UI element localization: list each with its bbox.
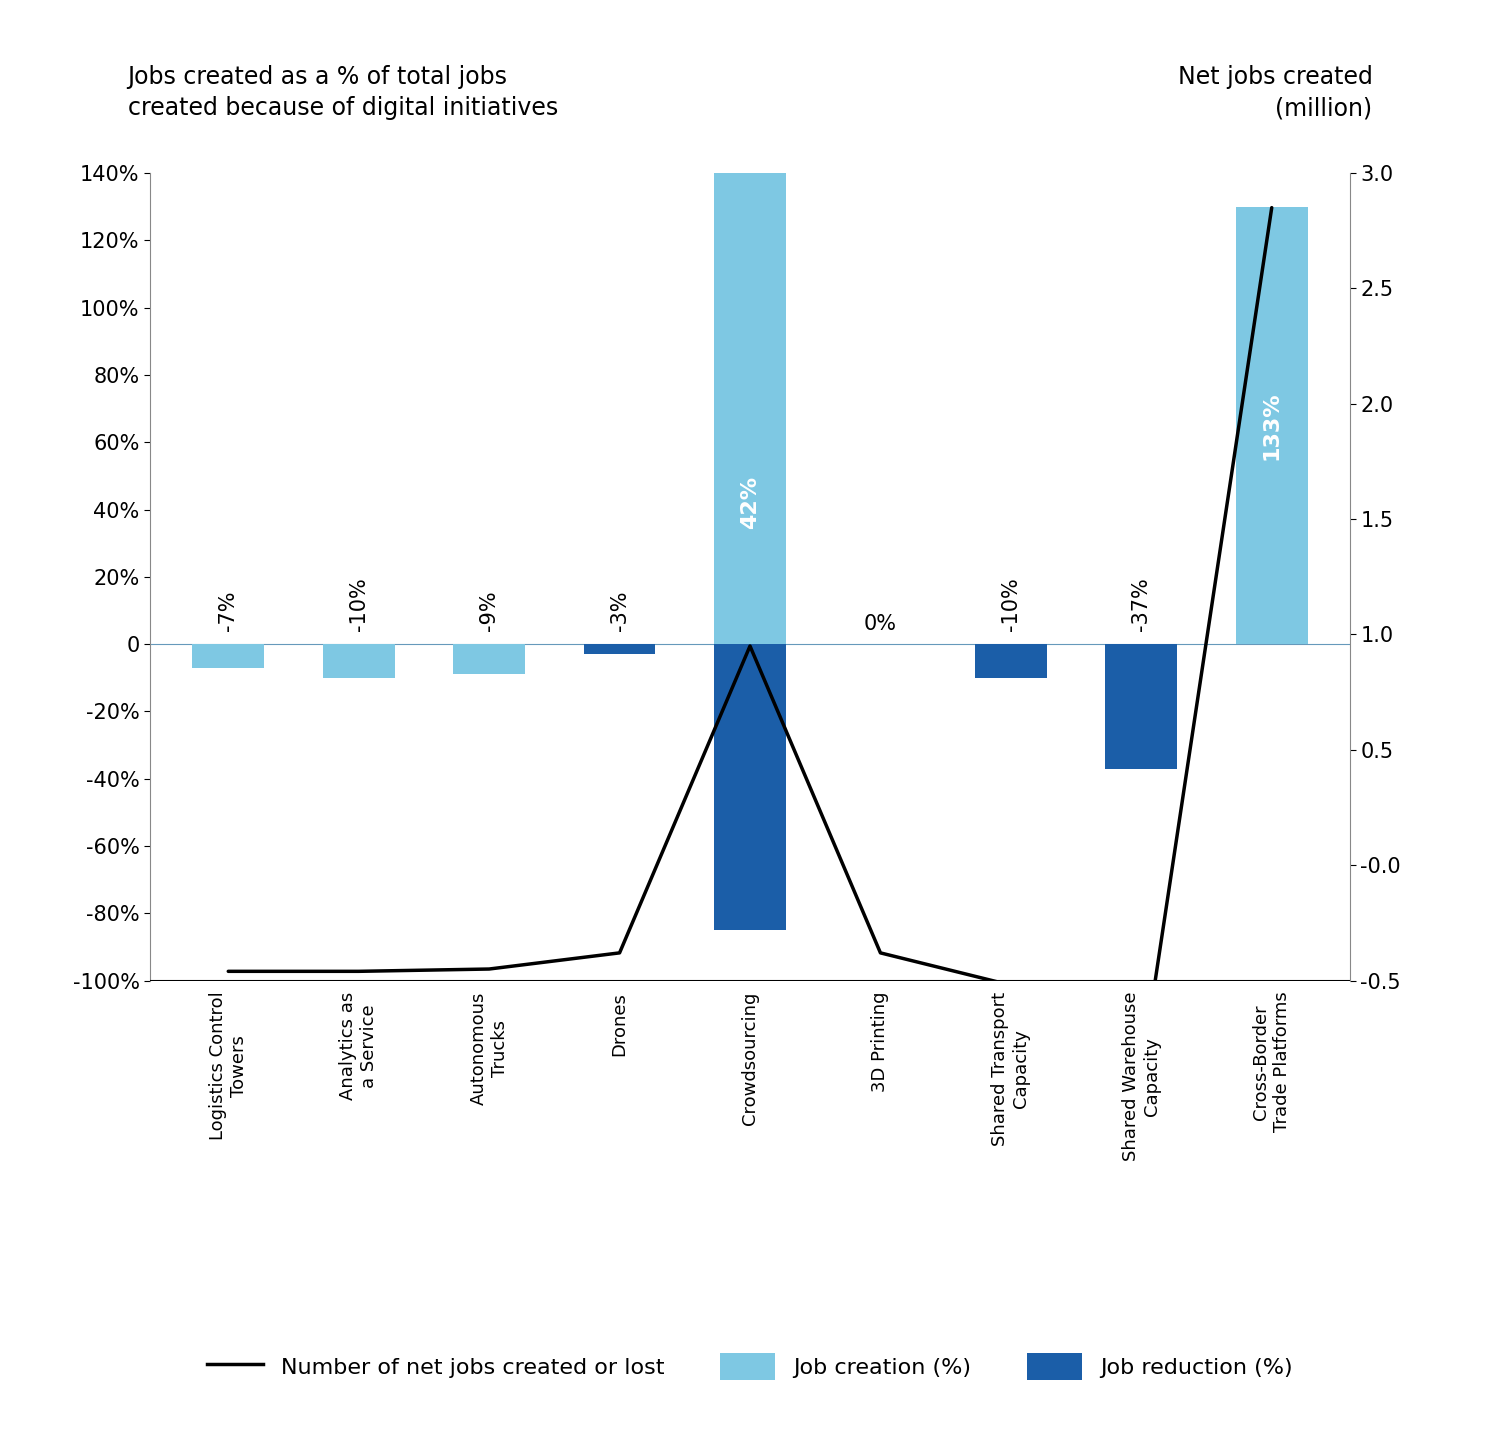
Text: Jobs created as a % of total jobs
created because of digital initiatives: Jobs created as a % of total jobs create… xyxy=(128,65,558,121)
Bar xyxy=(975,645,1047,655)
Bar xyxy=(975,645,1047,678)
Text: -37%: -37% xyxy=(1131,577,1152,630)
Bar xyxy=(1106,645,1178,769)
Bar xyxy=(584,645,656,655)
Bar xyxy=(192,645,264,668)
Text: 133%: 133% xyxy=(1262,391,1281,460)
Text: -9%: -9% xyxy=(478,590,500,630)
Text: -7%: -7% xyxy=(219,590,239,630)
Legend: Number of net jobs created or lost, Job creation (%), Job reduction (%): Number of net jobs created or lost, Job … xyxy=(198,1344,1302,1389)
Text: -10%: -10% xyxy=(348,577,369,630)
Bar xyxy=(714,173,786,645)
Bar xyxy=(453,645,525,675)
Text: 42%: 42% xyxy=(740,476,760,529)
Text: 0%: 0% xyxy=(864,614,897,634)
Bar xyxy=(1236,206,1308,645)
Bar xyxy=(322,645,394,678)
Text: -3%: -3% xyxy=(609,590,630,630)
Text: Net jobs created
(million): Net jobs created (million) xyxy=(1178,65,1372,121)
Text: -10%: -10% xyxy=(1000,577,1022,630)
Bar xyxy=(714,645,786,930)
